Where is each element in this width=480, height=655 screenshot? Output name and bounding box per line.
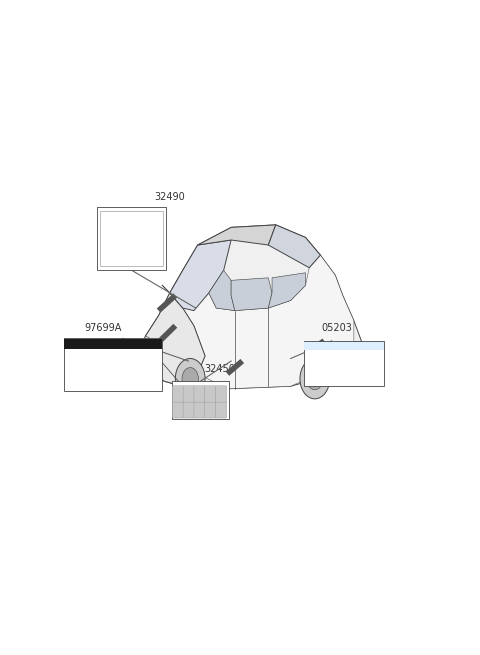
- FancyBboxPatch shape: [216, 386, 227, 402]
- Polygon shape: [142, 225, 361, 389]
- FancyBboxPatch shape: [304, 341, 384, 386]
- Circle shape: [307, 367, 323, 390]
- FancyBboxPatch shape: [172, 402, 183, 418]
- FancyBboxPatch shape: [304, 374, 384, 381]
- FancyBboxPatch shape: [204, 402, 216, 418]
- FancyBboxPatch shape: [183, 402, 194, 418]
- Polygon shape: [231, 278, 272, 310]
- FancyBboxPatch shape: [304, 342, 384, 350]
- FancyBboxPatch shape: [64, 339, 162, 349]
- Circle shape: [182, 367, 198, 390]
- Text: 97699A: 97699A: [84, 324, 121, 333]
- Text: P: P: [305, 343, 308, 348]
- FancyBboxPatch shape: [172, 386, 183, 402]
- Text: 32490: 32490: [155, 192, 185, 202]
- Polygon shape: [142, 336, 158, 358]
- FancyBboxPatch shape: [304, 358, 384, 366]
- Polygon shape: [142, 293, 205, 386]
- Polygon shape: [170, 255, 354, 389]
- FancyBboxPatch shape: [183, 386, 194, 402]
- FancyBboxPatch shape: [204, 386, 216, 402]
- FancyBboxPatch shape: [304, 366, 384, 374]
- Polygon shape: [268, 272, 305, 308]
- FancyBboxPatch shape: [172, 381, 229, 419]
- Polygon shape: [268, 225, 321, 268]
- Circle shape: [300, 358, 330, 399]
- FancyBboxPatch shape: [194, 386, 205, 402]
- Text: 32450: 32450: [204, 364, 235, 373]
- FancyBboxPatch shape: [216, 402, 227, 418]
- FancyBboxPatch shape: [64, 339, 162, 391]
- Polygon shape: [198, 225, 276, 245]
- Polygon shape: [209, 271, 235, 310]
- FancyBboxPatch shape: [97, 207, 166, 271]
- Polygon shape: [170, 240, 231, 310]
- Circle shape: [175, 358, 205, 399]
- Text: 05203: 05203: [322, 324, 353, 333]
- FancyBboxPatch shape: [194, 402, 205, 418]
- Text: ⚠ CAUTION: ⚠ CAUTION: [94, 342, 132, 347]
- FancyBboxPatch shape: [304, 350, 384, 358]
